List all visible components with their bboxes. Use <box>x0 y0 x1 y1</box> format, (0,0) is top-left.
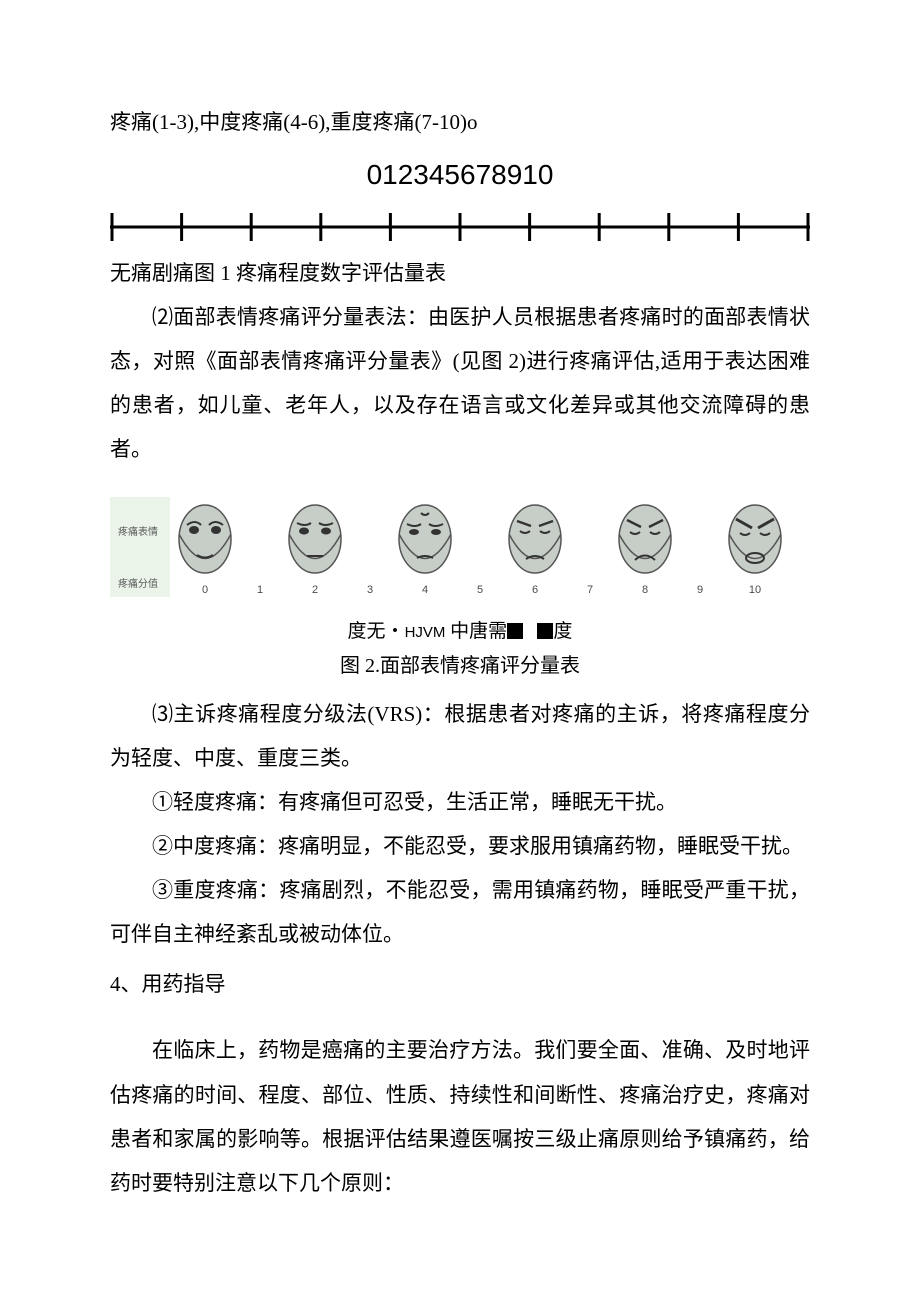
paragraph-medication: 在临床上，药物是癌痛的主要治疗方法。我们要全面、准确、及时地评估疼痛的时间、程度… <box>110 1028 810 1204</box>
faces-row-label-2: 疼痛分值 <box>118 577 158 590</box>
face-val-5: 5 <box>477 584 483 596</box>
face-val-9: 9 <box>697 584 703 596</box>
face-val-7: 7 <box>587 584 593 596</box>
scale-ticks-svg <box>110 209 810 245</box>
bullet-mild: ①轻度疼痛：有疼痛但可忍受，生活正常，睡眠无干扰。 <box>110 780 810 824</box>
intro-line: 疼痛(1-3),中度疼痛(4-6),重度疼痛(7-10)o <box>110 100 810 144</box>
face-val-3: 3 <box>367 584 373 596</box>
figure2-caption-line2: 图 2.面部表情疼痛评分量表 <box>110 648 810 684</box>
face-val-10: 10 <box>749 584 761 596</box>
face-val-2: 2 <box>312 584 318 596</box>
black-square-icon <box>507 623 523 639</box>
section-4-heading: 4、用药指导 <box>110 962 810 1006</box>
cap1-pre: 度无・ <box>348 621 405 642</box>
figure2-caption-line1: 度无・HJVM 中唐需 度 <box>110 617 810 647</box>
bullet-moderate: ②中度疼痛：疼痛明显，不能忍受，要求服用镇痛药物，睡眠受干扰。 <box>110 824 810 868</box>
face-val-4: 4 <box>422 584 428 596</box>
paragraph-face-scale-desc: ⑵面部表情疼痛评分量表法：由医护人员根据患者疼痛时的面部表情状态，对照《面部表情… <box>110 295 810 471</box>
numeric-scale-figure <box>110 209 810 245</box>
bullet-severe: ③重度疼痛：疼痛剧烈，不能忍受，需用镇痛药物，睡眠受严重干扰，可伴自主神经紊乱或… <box>110 868 810 956</box>
face-val-8: 8 <box>642 584 648 596</box>
face-val-6: 6 <box>532 584 538 596</box>
cap1-mid: 中唐需 <box>445 621 507 642</box>
cap1-post: 度 <box>553 621 572 642</box>
scale-numbers: 012345678910 <box>110 146 810 205</box>
black-square-icon <box>537 623 553 639</box>
faces-figure: 疼痛表情 疼痛分值 <box>110 497 810 617</box>
face-val-0: 0 <box>202 584 208 596</box>
cap1-sans: HJVM <box>405 624 446 641</box>
faces-svg: 疼痛表情 疼痛分值 <box>110 497 810 617</box>
figure1-caption: 无痛剧痛图 1 疼痛程度数字评估量表 <box>110 251 810 295</box>
face-val-1: 1 <box>257 584 263 596</box>
paragraph-vrs: ⑶主诉疼痛程度分级法(VRS)：根据患者对疼痛的主诉，将疼痛程度分为轻度、中度、… <box>110 692 810 780</box>
faces-row-label-1: 疼痛表情 <box>118 525 158 538</box>
